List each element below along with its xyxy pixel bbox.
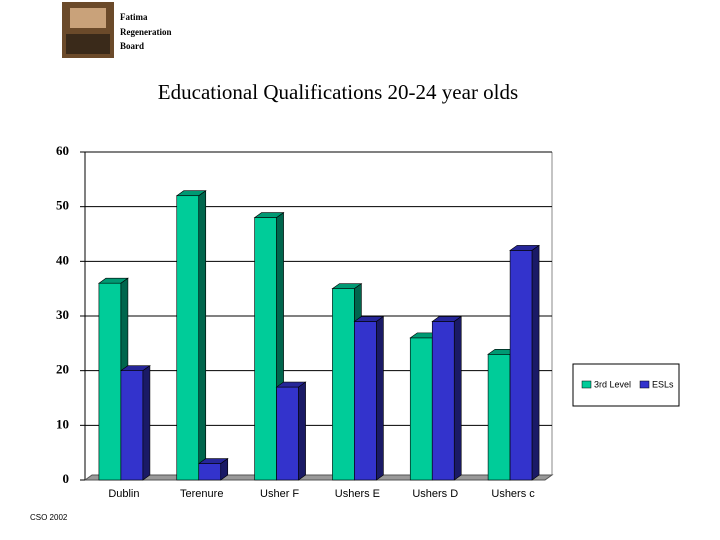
bar-front [354, 321, 377, 481]
legend: 3rd Level ESLs [572, 363, 680, 407]
bar-front [276, 386, 299, 481]
bar [175, 190, 207, 481]
bar [197, 458, 229, 481]
bar-side [531, 244, 540, 481]
chart-title: Educational Qualifications 20-24 year ol… [158, 80, 518, 104]
bar-side [220, 458, 229, 481]
bar-front [332, 288, 355, 481]
bar [353, 315, 385, 481]
y-tick-label: 40 [56, 252, 69, 267]
bar [275, 381, 307, 481]
y-tick-label: 10 [56, 416, 69, 431]
legend-label: 3rd Level [594, 379, 631, 389]
x-tick-label: Usher F [260, 488, 299, 500]
bar-side [142, 365, 151, 481]
logo-text: Board [120, 41, 144, 51]
bar-front [176, 195, 200, 481]
legend-label: ESLs [652, 379, 674, 389]
bar-side [198, 190, 207, 481]
bar-front [98, 282, 122, 481]
logo-image-detail [66, 34, 110, 54]
logo-text: Fatima [120, 12, 148, 22]
bar-side [453, 315, 462, 481]
bar-front [409, 337, 433, 481]
bar-front [509, 250, 533, 481]
bar-front [254, 217, 277, 481]
y-tick-label: 60 [56, 143, 69, 158]
floor [83, 474, 554, 481]
logo: Fatima Regeneration Board [62, 2, 172, 58]
x-tick-label: Dublin [108, 488, 139, 500]
bar-front [431, 321, 455, 481]
bar [431, 315, 463, 481]
logo-text: Regeneration [120, 27, 172, 37]
y-tick-label: 30 [56, 307, 69, 322]
bar-front [487, 353, 511, 481]
footer: CSO 2002 [30, 513, 68, 522]
bar-side [298, 381, 306, 481]
x-tick-label: Ushers D [412, 488, 458, 500]
bar-front [120, 370, 144, 481]
legend-box [572, 363, 680, 407]
y-tick-label: 20 [56, 362, 69, 377]
bar-side [376, 315, 384, 481]
y-tick-label: 50 [56, 198, 69, 213]
logo-image-detail [70, 8, 106, 28]
bar-front [198, 463, 222, 481]
bar [509, 244, 541, 481]
legend-swatch [581, 380, 592, 389]
bar [119, 365, 151, 481]
legend-swatch [639, 380, 650, 389]
y-tick-label: 0 [63, 471, 70, 486]
x-tick-label: Terenure [180, 488, 223, 500]
x-tick-label: Ushers E [335, 488, 380, 500]
x-tick-label: Ushers c [491, 488, 535, 500]
